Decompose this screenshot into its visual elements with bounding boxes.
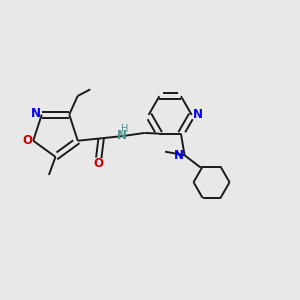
Text: N: N: [117, 129, 127, 142]
Text: O: O: [23, 134, 33, 147]
Text: H: H: [121, 124, 128, 134]
Text: N: N: [174, 149, 184, 162]
Text: N: N: [31, 106, 41, 120]
Text: N: N: [194, 108, 203, 121]
Text: O: O: [94, 157, 104, 170]
